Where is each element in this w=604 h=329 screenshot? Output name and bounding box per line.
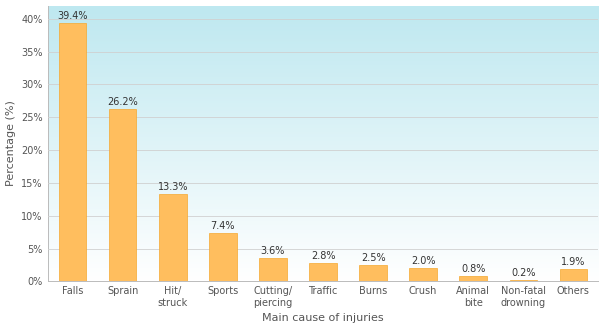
Text: 7.4%: 7.4%: [211, 221, 235, 231]
Bar: [309, 263, 337, 281]
Bar: [109, 109, 137, 281]
Text: 2.5%: 2.5%: [361, 253, 385, 263]
Text: 39.4%: 39.4%: [57, 11, 88, 21]
Text: 0.8%: 0.8%: [461, 264, 486, 274]
Text: 2.0%: 2.0%: [411, 256, 435, 266]
Bar: [460, 276, 487, 281]
Bar: [560, 269, 587, 281]
Bar: [359, 265, 387, 281]
Text: 3.6%: 3.6%: [261, 246, 285, 256]
Bar: [159, 194, 187, 281]
Text: 1.9%: 1.9%: [561, 257, 586, 267]
Text: 2.8%: 2.8%: [311, 251, 335, 261]
Bar: [59, 23, 86, 281]
Bar: [209, 233, 237, 281]
Text: 13.3%: 13.3%: [158, 182, 188, 192]
Bar: [410, 268, 437, 281]
Bar: [510, 280, 537, 281]
Y-axis label: Percentage (%): Percentage (%): [5, 101, 16, 187]
Bar: [259, 258, 287, 281]
X-axis label: Main cause of injuries: Main cause of injuries: [262, 314, 384, 323]
Text: 26.2%: 26.2%: [108, 97, 138, 107]
Text: 0.2%: 0.2%: [511, 268, 536, 278]
